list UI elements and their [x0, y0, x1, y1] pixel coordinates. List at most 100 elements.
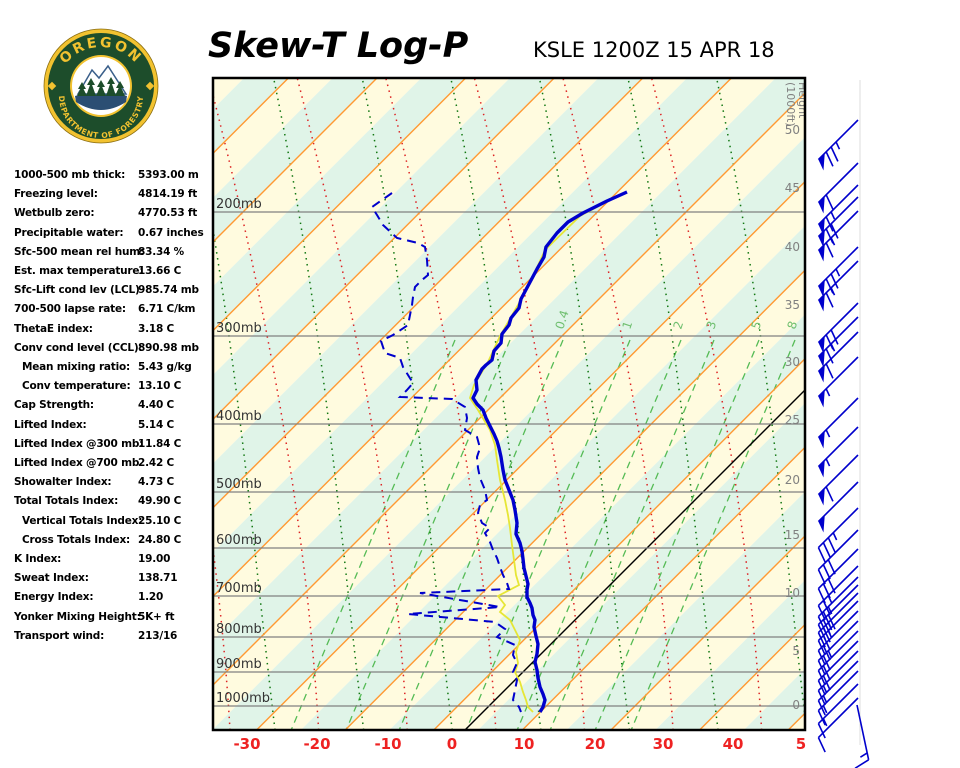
height-tick-label: 5	[792, 644, 800, 658]
stat-label: Lifted Index @700 mb	[14, 457, 140, 469]
logo-tree	[115, 81, 125, 96]
isotherm-band	[389, 314, 805, 730]
barb-full	[830, 329, 839, 345]
stat-value: 11.84 C	[138, 437, 182, 450]
isotherm-line	[213, 78, 555, 421]
stat-value: 5.14 C	[138, 418, 175, 431]
wind-barb	[817, 426, 859, 478]
barb-pennant	[818, 294, 825, 312]
stat-label: Precipitable water:	[14, 226, 124, 239]
mixing-ratio-label: 3	[704, 319, 720, 331]
barb-staff	[817, 565, 859, 607]
wind-barb	[817, 184, 859, 236]
stat-value: 4770.53 ft	[138, 207, 198, 220]
barb-half	[835, 268, 841, 277]
barb-staff	[817, 162, 859, 204]
stat-value: 25.10 C	[138, 514, 182, 527]
barb-staff	[817, 119, 859, 161]
barb-staff	[817, 507, 859, 549]
isotherm-band	[478, 403, 805, 730]
isotherm-line	[610, 535, 805, 730]
mixing-ratio-label: 5	[749, 319, 765, 331]
stat-label: Total Totals Index:	[14, 495, 119, 508]
pressure-label: 200mb	[216, 197, 262, 212]
stat-label: Est. max temperature:	[14, 265, 144, 277]
barb-pennant	[818, 488, 825, 506]
barb-full	[825, 363, 834, 379]
stat-value: 213/16	[138, 629, 178, 642]
pressure-label: 500mb	[216, 477, 262, 492]
height-tick-label: 20	[785, 473, 800, 487]
barb-staff	[817, 584, 859, 626]
logo-trees	[77, 77, 125, 96]
wind-barb	[817, 119, 859, 171]
height-tick-label: 10	[785, 586, 800, 600]
barb-pennant	[818, 244, 825, 262]
mixing-ratio-line	[630, 339, 796, 730]
barb-half	[830, 211, 836, 220]
wind-barb	[817, 331, 859, 383]
barb-staff	[817, 670, 859, 712]
barb-staff	[817, 640, 859, 682]
barb-staff	[817, 481, 859, 523]
stat-value: 24.80 C	[138, 533, 182, 546]
wind-barb	[817, 529, 859, 585]
wind-barb	[817, 507, 859, 563]
barb-half	[825, 458, 831, 467]
barb-pennant	[818, 365, 825, 383]
stat-label: Sweat Index:	[14, 572, 89, 585]
wind-barb	[817, 397, 859, 449]
wind-barb	[817, 697, 859, 753]
pressure-label: 400mb	[216, 409, 262, 424]
barb-half	[825, 429, 831, 438]
wind-barb	[817, 316, 859, 368]
barb-staff	[817, 660, 859, 702]
barb-half	[827, 650, 833, 659]
wind-barb	[817, 210, 859, 262]
barb-pennant	[818, 390, 825, 408]
stat-value: 13.10 C	[138, 380, 182, 393]
stat-value: 5.43 g/kg	[138, 361, 192, 373]
stat-value: 2.42 C	[138, 457, 175, 469]
barb-staff	[817, 697, 859, 739]
barb-staff	[817, 196, 859, 238]
mixing-ratio-line	[516, 339, 682, 730]
pressure-label: 1000mb	[216, 691, 270, 706]
barb-staff	[817, 210, 859, 252]
barb-full	[825, 151, 834, 167]
odf-logo-icon: OREGON DEPARTMENT OF FORESTRY	[43, 28, 159, 144]
barb-pennant	[818, 460, 825, 478]
temp-axis-label: -30	[233, 735, 260, 753]
dewpoint-trace	[370, 192, 522, 713]
temp-axis-label: 5	[796, 735, 806, 753]
stat-label: Yonker Mixing Height:	[14, 610, 141, 623]
stat-value: 4814.19 ft	[138, 188, 198, 201]
stat-label: Transport wind:	[14, 629, 105, 642]
isotherm-line	[521, 446, 805, 730]
barb-half	[822, 695, 828, 704]
logo-tree	[96, 80, 106, 96]
mixing-ratio-line	[465, 339, 631, 730]
isotherm-line	[344, 269, 805, 730]
isotherm-band	[300, 225, 805, 730]
wind-barb	[817, 683, 859, 739]
height-tick-label: 35	[785, 298, 800, 312]
stat-value: 985.74 mb	[138, 284, 199, 297]
barb-staff	[817, 316, 859, 358]
stat-label: Lifted Index @300 mb:	[14, 437, 144, 450]
logo-tree	[86, 78, 96, 96]
barb-staff	[817, 620, 859, 662]
barb-staff	[817, 454, 859, 496]
barb-staff	[817, 529, 859, 571]
stat-label: K Index:	[14, 553, 62, 565]
wind-barb	[817, 454, 859, 506]
temp-axis-label: 20	[585, 735, 606, 753]
barb-half	[827, 595, 833, 604]
barb-full	[817, 547, 826, 563]
isotherm-band	[566, 491, 805, 730]
height-tick-label: 0	[792, 698, 800, 712]
isotherm-line	[787, 712, 805, 730]
barb-full	[817, 737, 826, 753]
height-tick-label: 50	[785, 123, 800, 137]
